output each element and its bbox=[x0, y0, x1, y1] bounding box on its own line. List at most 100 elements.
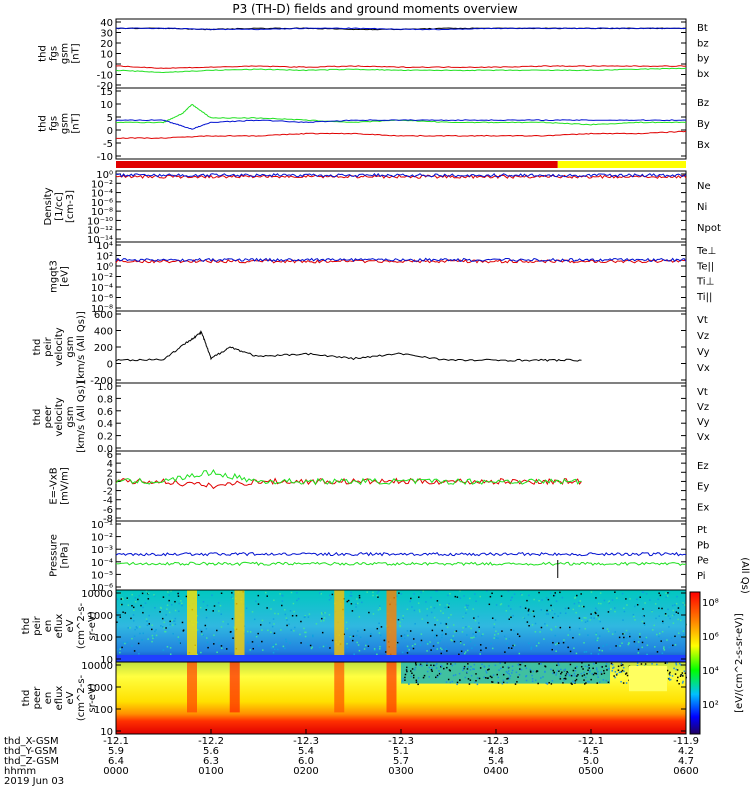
spectrogram-speckle bbox=[621, 592, 624, 595]
y-tick-label: 10 bbox=[100, 100, 113, 111]
energy-burst bbox=[386, 662, 397, 713]
spectrogram-speckle bbox=[596, 639, 599, 642]
y-tick-label: 10⁻⁶ bbox=[91, 583, 113, 594]
spectrogram-speckle bbox=[162, 649, 165, 651]
spectrogram-speckle bbox=[136, 627, 138, 629]
spectrogram-speckle bbox=[595, 667, 598, 669]
spectrogram-speckle bbox=[508, 647, 510, 649]
spectrogram-speckle bbox=[152, 637, 154, 640]
spectrogram-speckle bbox=[116, 621, 118, 623]
spectrogram-speckle bbox=[249, 631, 252, 633]
series-density-Ne bbox=[115, 174, 687, 179]
spectrogram-speckle bbox=[464, 606, 466, 609]
y-axis-label: peer bbox=[32, 686, 43, 710]
spectrogram-speckle bbox=[596, 673, 599, 676]
spectrogram-speckle bbox=[658, 635, 660, 638]
y-axis-label: peir bbox=[32, 615, 43, 635]
spectrogram-speckle bbox=[575, 652, 578, 655]
y-axis-label: Pressure bbox=[49, 534, 60, 577]
spectrogram-speckle bbox=[355, 634, 358, 637]
spectrogram-speckle bbox=[431, 670, 433, 672]
spectrogram-speckle bbox=[597, 671, 599, 673]
spectrogram-speckle bbox=[246, 630, 249, 633]
spectrogram-speckle bbox=[458, 653, 460, 656]
spectrogram-speckle bbox=[637, 652, 640, 654]
spectrogram-speckle bbox=[444, 606, 447, 609]
footer-value: -12.2 bbox=[198, 736, 224, 747]
spectrogram-speckle bbox=[426, 650, 428, 652]
spectrogram-speckle bbox=[441, 648, 443, 651]
y-tick-label: 6 bbox=[107, 450, 113, 461]
spectrogram-speckle bbox=[525, 675, 527, 678]
spectrogram-speckle bbox=[406, 645, 409, 648]
y-axis-label: peir bbox=[43, 336, 54, 356]
spectrogram-speckle bbox=[426, 670, 429, 673]
spectrogram-speckle bbox=[410, 670, 412, 672]
spectrogram-speckle bbox=[583, 617, 585, 619]
spectrogram-speckle bbox=[349, 635, 352, 638]
spectrogram-speckle bbox=[476, 683, 479, 686]
spectrogram-speckle bbox=[488, 668, 490, 671]
spectrogram-speckle bbox=[574, 675, 576, 677]
panel-frame-temp bbox=[115, 241, 687, 312]
spectrogram-speckle bbox=[405, 669, 408, 671]
spectrogram-speckle bbox=[233, 626, 236, 629]
spectrogram-speckle bbox=[513, 593, 516, 595]
spectrogram-speckle bbox=[564, 677, 566, 680]
y-axis-label: thd bbox=[21, 690, 32, 707]
spectrogram-speckle bbox=[411, 606, 413, 608]
spectrogram-speckle bbox=[533, 615, 536, 618]
spectrogram-speckle bbox=[656, 633, 658, 636]
y-axis-label: eflux bbox=[54, 614, 65, 639]
spectrogram-speckle bbox=[151, 624, 153, 626]
spectrogram-speckle bbox=[467, 663, 469, 665]
spectrogram-speckle bbox=[426, 664, 428, 667]
spectrogram-speckle bbox=[446, 650, 448, 652]
spectrogram-speckle bbox=[665, 592, 667, 594]
spectrogram-speckle bbox=[456, 681, 459, 684]
spectrogram-speckle bbox=[122, 611, 124, 613]
spectrogram-speckle bbox=[507, 670, 510, 672]
spectrogram-speckle bbox=[542, 676, 544, 678]
spectrogram-speckle bbox=[345, 621, 348, 624]
spectrogram-speckle bbox=[587, 665, 589, 668]
spectrogram-speckle bbox=[528, 642, 530, 645]
spectrogram-speckle bbox=[677, 676, 679, 679]
spectrogram-speckle bbox=[540, 663, 542, 665]
spectrogram-speckle bbox=[475, 635, 477, 637]
spectrogram-speckle bbox=[586, 672, 588, 675]
spectrogram-speckle bbox=[420, 591, 422, 594]
footer-row-label: hhmm bbox=[4, 766, 36, 777]
footer-value: -12.1 bbox=[103, 736, 129, 747]
spectrogram-speckle bbox=[419, 663, 422, 666]
spectrogram-speckle bbox=[682, 675, 684, 677]
spectrogram-speckle bbox=[453, 640, 456, 643]
y-axis-label: sr-eV) bbox=[87, 611, 98, 640]
footer-value: -12.3 bbox=[388, 736, 414, 747]
spectrogram-speckle bbox=[135, 626, 138, 628]
spectrogram-speckle bbox=[159, 606, 162, 609]
spectrogram-speckle bbox=[478, 630, 480, 632]
y-tick-label: 10000 bbox=[81, 661, 113, 672]
spectrogram-speckle bbox=[372, 594, 374, 597]
spectrogram-speckle bbox=[674, 635, 676, 638]
spectrogram-speckle bbox=[290, 629, 292, 631]
spectrogram-speckle bbox=[133, 635, 136, 637]
colorbar-tick: 10⁶ bbox=[702, 632, 719, 643]
spectrogram-speckle bbox=[528, 624, 530, 627]
spectrogram-speckle bbox=[435, 676, 437, 679]
spectrogram-speckle bbox=[512, 644, 514, 647]
spectrogram-speckle bbox=[651, 610, 653, 613]
y-tick-label: 10⁻¹² bbox=[87, 226, 113, 237]
spectrogram-speckle bbox=[510, 647, 513, 649]
spectrogram-speckle bbox=[177, 592, 179, 595]
spectrogram-speckle bbox=[409, 630, 412, 632]
spectrogram-speckle bbox=[331, 593, 334, 596]
spectrogram-speckle bbox=[199, 606, 202, 609]
spectrogram-lowflux-region bbox=[401, 662, 610, 684]
spectrogram-speckle bbox=[478, 626, 480, 629]
spectrogram-speckle bbox=[402, 617, 404, 620]
spectrogram-speckle bbox=[636, 664, 639, 667]
spectrogram-speckle bbox=[213, 639, 215, 641]
spectrogram-speckle bbox=[667, 592, 669, 594]
